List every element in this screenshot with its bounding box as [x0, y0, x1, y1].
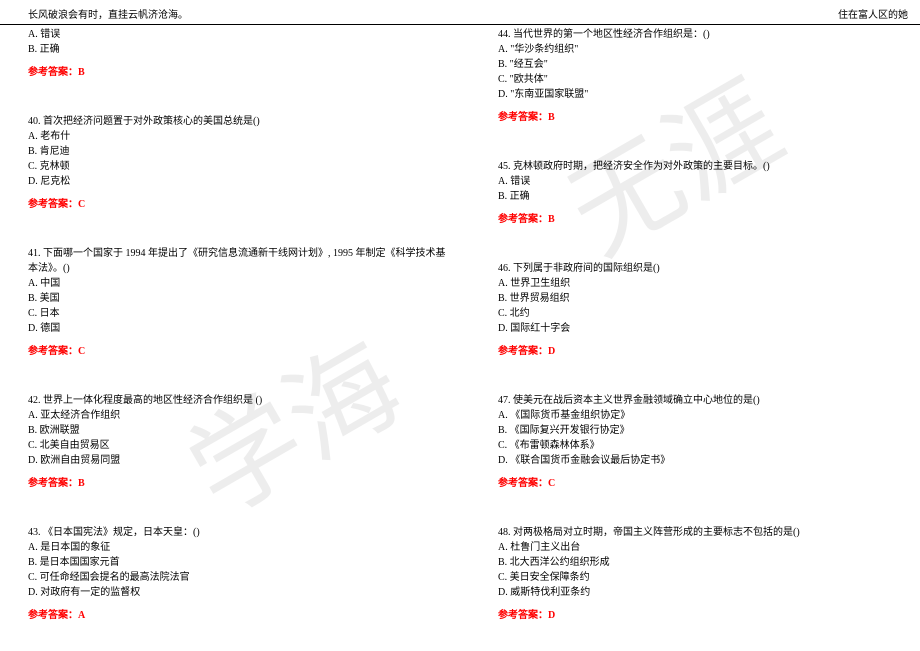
question-47: 47. 使美元在战后资本主义世界金融领域确立中心地位的是() A. 《国际货币基…: [498, 393, 902, 491]
option: B. 美国: [28, 291, 450, 306]
answer: 参考答案：B: [28, 65, 450, 80]
option: A. 世界卫生组织: [498, 276, 902, 291]
option: B. 《国际复兴开发银行协定》: [498, 423, 902, 438]
option: A. 杜鲁门主义出台: [498, 540, 902, 555]
option: B. "经互会": [498, 57, 902, 72]
answer: 参考答案：D: [498, 608, 902, 623]
question-46: 46. 下列属于非政府间的国际组织是() A. 世界卫生组织 B. 世界贸易组织…: [498, 261, 902, 359]
question-stem: 45. 克林顿政府时期，把经济安全作为对外政策的主要目标。(): [498, 159, 902, 174]
option: C. 《布雷顿森林体系》: [498, 438, 902, 453]
answer: 参考答案：C: [498, 476, 902, 491]
question-40: 40. 首次把经济问题置于对外政策核心的美国总统是() A. 老布什 B. 肯尼…: [28, 114, 450, 212]
answer: 参考答案：B: [498, 212, 902, 227]
answer: 参考答案：D: [498, 344, 902, 359]
option: A. 亚太经济合作组织: [28, 408, 450, 423]
option: D. 对政府有一定的监督权: [28, 585, 450, 600]
question-39-tail: A. 错误 B. 正确 参考答案：B: [28, 27, 450, 80]
option: D. 威斯特伐利亚条约: [498, 585, 902, 600]
option: D. 欧洲自由贸易同盟: [28, 453, 450, 468]
option: C. 克林顿: [28, 159, 450, 174]
answer: 参考答案：B: [28, 476, 450, 491]
option: B. 是日本国国家元首: [28, 555, 450, 570]
option: A. 错误: [28, 27, 450, 42]
option: D. 国际红十字会: [498, 321, 902, 336]
option: D. 德国: [28, 321, 450, 336]
question-44: 44. 当代世界的第一个地区性经济合作组织是：() A. "华沙条约组织" B.…: [498, 27, 902, 125]
header-left: 长风破浪会有时，直挂云帆济沧海。: [28, 6, 188, 21]
option: C. 北美自由贸易区: [28, 438, 450, 453]
option: D. 《联合国货币金融会议最后协定书》: [498, 453, 902, 468]
question-42: 42. 世界上一体化程度最高的地区性经济合作组织是 () A. 亚太经济合作组织…: [28, 393, 450, 491]
question-stem: 40. 首次把经济问题置于对外政策核心的美国总统是(): [28, 114, 450, 129]
option: B. 正确: [498, 189, 902, 204]
option: B. 世界贸易组织: [498, 291, 902, 306]
left-column: A. 错误 B. 正确 参考答案：B 40. 首次把经济问题置于对外政策核心的美…: [28, 27, 468, 643]
answer: 参考答案：C: [28, 344, 450, 359]
option: B. 肯尼迪: [28, 144, 450, 159]
answer: 参考答案：A: [28, 608, 450, 623]
question-stem: 46. 下列属于非政府间的国际组织是(): [498, 261, 902, 276]
right-column: 44. 当代世界的第一个地区性经济合作组织是：() A. "华沙条约组织" B.…: [468, 27, 908, 643]
question-stem: 42. 世界上一体化程度最高的地区性经济合作组织是 (): [28, 393, 450, 408]
option: B. 欧洲联盟: [28, 423, 450, 438]
question-43: 43. 《日本国宪法》规定，日本天皇：() A. 是日本国的象征 B. 是日本国…: [28, 525, 450, 623]
header-right: 住在富人区的她: [838, 6, 908, 21]
question-stem: 44. 当代世界的第一个地区性经济合作组织是：(): [498, 27, 902, 42]
option: C. 可任命经国会提名的最高法院法官: [28, 570, 450, 585]
question-stem: 48. 对两极格局对立时期，帝国主义阵营形成的主要标志不包括的是(): [498, 525, 902, 540]
option: B. 正确: [28, 42, 450, 57]
option: A. "华沙条约组织": [498, 42, 902, 57]
option: C. 日本: [28, 306, 450, 321]
page-header: 长风破浪会有时，直挂云帆济沧海。 住在富人区的她: [0, 0, 920, 25]
option: B. 北大西洋公约组织形成: [498, 555, 902, 570]
option: D. "东南亚国家联盟": [498, 87, 902, 102]
answer: 参考答案：B: [498, 110, 902, 125]
answer: 参考答案：C: [28, 197, 450, 212]
option: A. 老布什: [28, 129, 450, 144]
question-stem: 43. 《日本国宪法》规定，日本天皇：(): [28, 525, 450, 540]
option: A. 《国际货币基金组织协定》: [498, 408, 902, 423]
question-41: 41. 下面哪一个国家于 1994 年提出了《研究信息流通新干线网计划》, 19…: [28, 246, 450, 359]
option: C. "欧共体": [498, 72, 902, 87]
question-45: 45. 克林顿政府时期，把经济安全作为对外政策的主要目标。() A. 错误 B.…: [498, 159, 902, 227]
page-content: A. 错误 B. 正确 参考答案：B 40. 首次把经济问题置于对外政策核心的美…: [0, 25, 920, 643]
question-stem: 41. 下面哪一个国家于 1994 年提出了《研究信息流通新干线网计划》, 19…: [28, 246, 450, 276]
question-stem: 47. 使美元在战后资本主义世界金融领域确立中心地位的是(): [498, 393, 902, 408]
option: D. 尼克松: [28, 174, 450, 189]
option: A. 错误: [498, 174, 902, 189]
option: C. 美日安全保障条约: [498, 570, 902, 585]
question-48: 48. 对两极格局对立时期，帝国主义阵营形成的主要标志不包括的是() A. 杜鲁…: [498, 525, 902, 623]
option: A. 是日本国的象征: [28, 540, 450, 555]
option: A. 中国: [28, 276, 450, 291]
option: C. 北约: [498, 306, 902, 321]
